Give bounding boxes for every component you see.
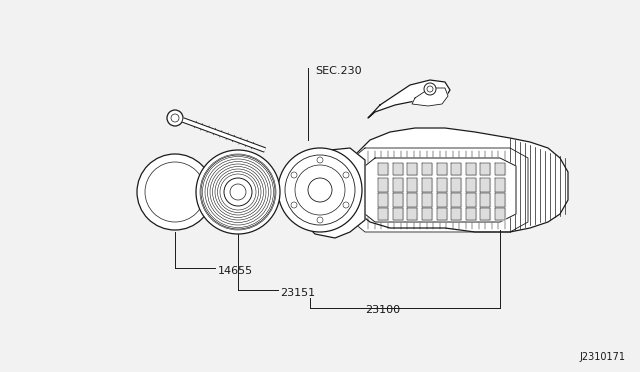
Polygon shape: [436, 208, 447, 220]
Polygon shape: [378, 163, 388, 175]
Polygon shape: [495, 208, 505, 220]
Circle shape: [291, 172, 297, 178]
Polygon shape: [407, 193, 417, 207]
Polygon shape: [481, 178, 490, 192]
Polygon shape: [422, 163, 432, 175]
Polygon shape: [407, 178, 417, 192]
Polygon shape: [436, 193, 447, 207]
Polygon shape: [436, 178, 447, 192]
Text: SEC.230: SEC.230: [315, 66, 362, 76]
Circle shape: [224, 178, 252, 206]
Polygon shape: [481, 193, 490, 207]
Polygon shape: [392, 178, 403, 192]
Circle shape: [230, 184, 246, 200]
Polygon shape: [451, 178, 461, 192]
Polygon shape: [481, 163, 490, 175]
Circle shape: [427, 86, 433, 92]
Polygon shape: [422, 193, 432, 207]
Circle shape: [343, 172, 349, 178]
Polygon shape: [378, 208, 388, 220]
Circle shape: [424, 83, 436, 95]
Polygon shape: [407, 208, 417, 220]
Text: 23151: 23151: [280, 288, 315, 298]
Circle shape: [171, 114, 179, 122]
Circle shape: [167, 110, 183, 126]
Circle shape: [317, 157, 323, 163]
Polygon shape: [348, 148, 528, 232]
Text: 14655: 14655: [218, 266, 253, 276]
Polygon shape: [368, 80, 450, 118]
Polygon shape: [378, 193, 388, 207]
Circle shape: [291, 202, 297, 208]
Polygon shape: [495, 163, 505, 175]
Circle shape: [295, 165, 345, 215]
Polygon shape: [422, 208, 432, 220]
Polygon shape: [378, 178, 388, 192]
Circle shape: [278, 148, 362, 232]
Text: 23100: 23100: [365, 305, 400, 315]
Polygon shape: [481, 208, 490, 220]
Polygon shape: [466, 193, 476, 207]
Circle shape: [343, 202, 349, 208]
Polygon shape: [392, 163, 403, 175]
Polygon shape: [422, 178, 432, 192]
Polygon shape: [495, 178, 505, 192]
Circle shape: [317, 217, 323, 223]
Polygon shape: [451, 163, 461, 175]
Text: J2310171: J2310171: [579, 352, 625, 362]
Polygon shape: [451, 193, 461, 207]
Polygon shape: [436, 163, 447, 175]
Circle shape: [196, 150, 280, 234]
Circle shape: [285, 155, 355, 225]
Polygon shape: [360, 158, 516, 222]
Circle shape: [137, 154, 213, 230]
Polygon shape: [466, 208, 476, 220]
Polygon shape: [451, 208, 461, 220]
Polygon shape: [345, 128, 568, 232]
Circle shape: [145, 162, 205, 222]
Polygon shape: [495, 193, 505, 207]
Polygon shape: [466, 178, 476, 192]
Polygon shape: [392, 208, 403, 220]
Circle shape: [308, 178, 332, 202]
Circle shape: [201, 155, 275, 229]
Polygon shape: [412, 88, 448, 106]
Polygon shape: [392, 193, 403, 207]
Polygon shape: [407, 163, 417, 175]
Polygon shape: [466, 163, 476, 175]
Polygon shape: [303, 148, 365, 238]
